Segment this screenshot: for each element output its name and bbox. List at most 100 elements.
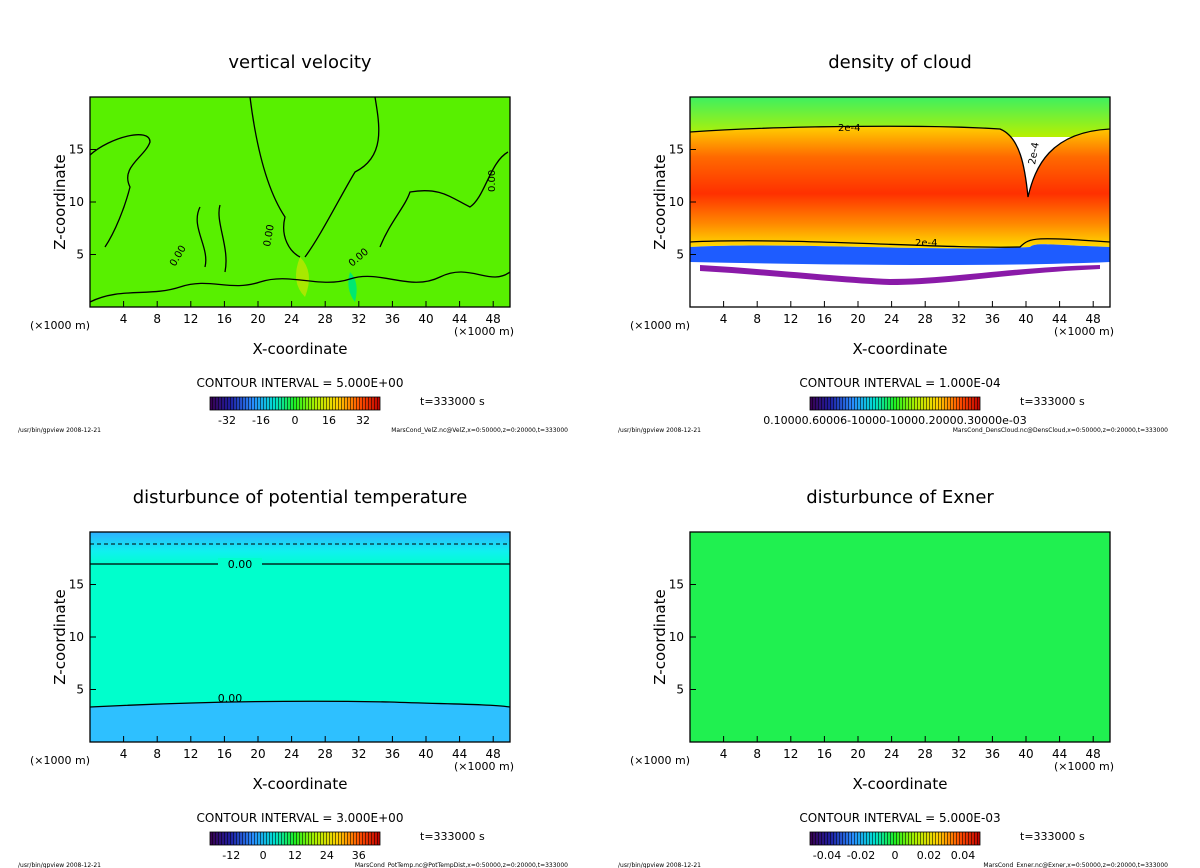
y-tick-label: 15 [69,143,84,157]
colorbar-tick-label: 0 [892,849,899,862]
y-tick-label: 10 [669,630,684,644]
contour-interval: CONTOUR INTERVAL = 5.000E-03 [799,811,1000,825]
x-tick-label: 12 [183,747,198,761]
colorbar-tick-label: -0.02 [847,849,875,862]
contour-line-5 [89,271,511,303]
plot-area: 2e-4 2e-4 2e-4 [689,97,1111,307]
x-tick-label: 40 [418,747,433,761]
y-tick-label: 5 [76,248,84,262]
x-tick-label: 28 [918,312,933,326]
x-tick-label: 24 [284,747,299,761]
footer-left: /usr/bin/gpview 2008-12-21 [618,427,701,434]
x-tick-label: 4 [720,312,728,326]
colorbar-tick-label: 0.04 [951,849,976,862]
y-axis-label: Z-coordinate [651,154,669,249]
plot-area: 0.000.000.00 0.00 [89,96,511,307]
x-tick-label: 48 [1086,312,1101,326]
x-axis-label: X-coordinate [253,775,348,793]
x-tick-label: 16 [817,312,832,326]
x-tick-label: 48 [1086,747,1101,761]
x-tick-label: 16 [217,312,232,326]
contour-line-lower [89,700,511,708]
x-tick-label: 4 [120,312,128,326]
y-tick-label: 15 [669,578,684,592]
x-tick-label: 20 [850,747,865,761]
x-unit-left: (×1000 m) [630,319,690,332]
colorbar-tick-label: 0.10000.60006-10000-10000.20000.30000e-0… [763,414,1027,427]
contour-label: 0.00 [487,170,498,192]
time-label: t=333000 s [420,395,485,408]
contour-line-1 [89,134,151,248]
chart-title: disturbunce of Exner [806,487,994,508]
x-tick-label: 4 [120,747,128,761]
contour-line-bottom [689,238,1111,248]
surface-layer [90,701,510,742]
y-axis-label: Z-coordinate [651,589,669,684]
x-unit-right: (×1000 m) [1054,760,1114,773]
x-tick-label: 28 [918,747,933,761]
colorbar-tick-label: 0.02 [917,849,942,862]
contour-line-4 [379,151,509,248]
x-tick-label: 20 [250,312,265,326]
time-label: t=333000 s [1020,830,1085,843]
x-tick-label: 44 [1052,747,1067,761]
plot-area: 0.00 0.00 [89,532,511,742]
colorbar-tick-label: 24 [320,849,334,862]
contour-label: 2e-4 [838,123,861,134]
x-tick-label: 4 [720,747,728,761]
footer-right: MarsCond_DensCloud.nc@DensCloud,x=0:5000… [953,427,1168,434]
y-tick-label: 10 [69,630,84,644]
colorbar-tick-label: -32 [218,414,236,427]
footer-left: /usr/bin/gpview 2008-12-21 [18,427,101,434]
x-unit-right: (×1000 m) [454,760,514,773]
colorbar-tick-label: 36 [352,849,366,862]
chart-title: vertical velocity [228,52,372,73]
updraft-region [296,257,309,297]
x-tick-label: 28 [318,312,333,326]
footer-right: MarsCond_VelZ.nc@VelZ,x=0:50000,z=0:2000… [391,427,568,434]
x-tick-label: 32 [951,312,966,326]
footer-left: /usr/bin/gpview 2008-12-21 [18,862,101,868]
colorbar-divisions [210,832,380,845]
x-tick-label: 36 [985,747,1000,761]
y-tick-label: 5 [676,248,684,262]
colorbar-tick-label: -16 [252,414,270,427]
y-tick-label: 5 [76,683,84,697]
contour-line-7 [218,204,227,273]
colorbar-divisions [210,397,380,410]
footer-right: MarsCond_PotTemp.nc@PotTempDist,x=0:5000… [355,862,568,868]
y-tick-label: 10 [669,195,684,209]
x-tick-label: 36 [385,747,400,761]
x-unit-left: (×1000 m) [30,754,90,767]
x-tick-label: 32 [351,312,366,326]
chart-title: disturbunce of potential temperature [133,487,468,508]
footer-left: /usr/bin/gpview 2008-12-21 [618,862,701,868]
y-tick-label: 10 [69,195,84,209]
plot-area [690,532,1110,742]
x-tick-label: 16 [217,747,232,761]
colorbar-tick-label: 12 [288,849,302,862]
contour-line-6 [196,206,207,268]
contour-label: 0.00 [228,558,253,571]
contour-label: 0.00 [218,692,243,705]
x-tick-label: 36 [385,312,400,326]
x-tick-label: 12 [783,747,798,761]
x-tick-label: 28 [318,747,333,761]
contour-interval: CONTOUR INTERVAL = 1.000E-04 [799,376,1000,390]
footer-right: MarsCond_Exner.nc@Exner,x=0:50000,z=0:20… [983,862,1168,868]
contour-interval: CONTOUR INTERVAL = 3.000E+00 [197,811,404,825]
contour-label: 2e-4 [915,238,938,249]
x-tick-label: 48 [486,747,501,761]
x-axis-label: X-coordinate [853,340,948,358]
cloud-region [690,126,1110,249]
label-backing [218,558,262,570]
contour-interval: CONTOUR INTERVAL = 5.000E+00 [197,376,404,390]
colorbar-tick-label: 16 [322,414,336,427]
contour-line-3 [304,96,380,258]
contour-line-top [689,125,1111,198]
colorbar-tick-label: 32 [356,414,370,427]
x-tick-label: 44 [452,312,467,326]
